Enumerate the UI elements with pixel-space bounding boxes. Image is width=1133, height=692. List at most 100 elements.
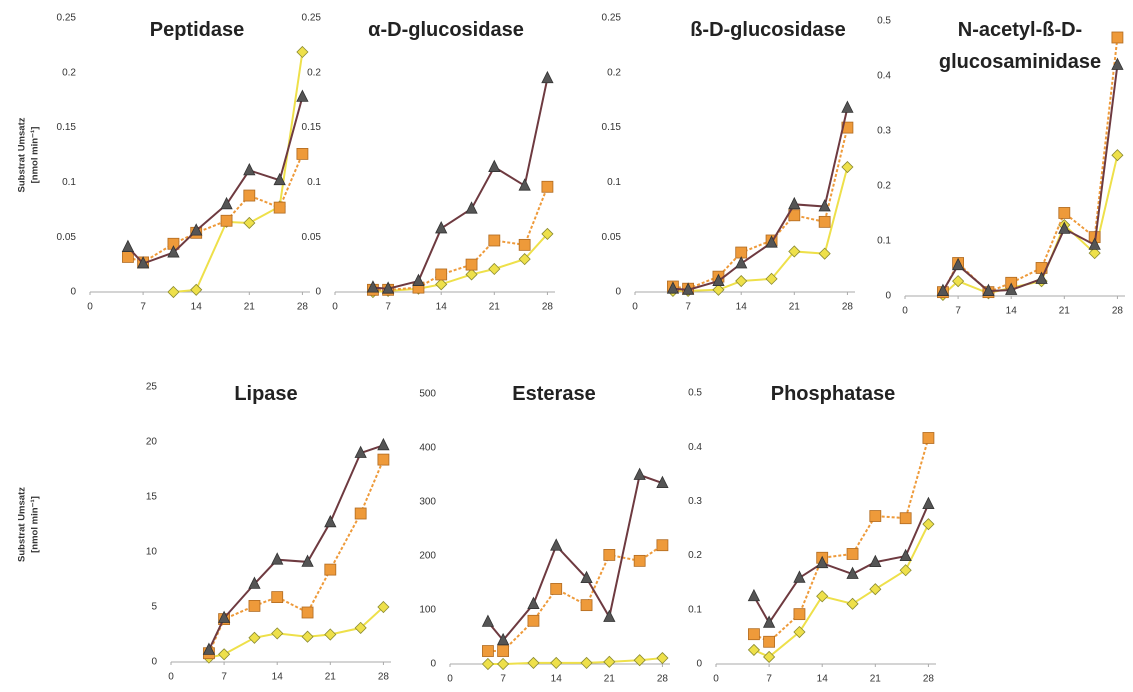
marker (936, 283, 950, 296)
y-tick-label: 0.5 (688, 388, 702, 399)
marker (354, 507, 367, 520)
series-line (372, 78, 549, 290)
marker (271, 627, 284, 640)
series-line (372, 186, 549, 291)
y-tick-label: 0.05 (302, 232, 322, 243)
y-tick-label: 0.5 (877, 16, 891, 27)
marker (762, 615, 776, 628)
marker (497, 657, 510, 671)
marker (899, 564, 912, 577)
marker (550, 538, 563, 551)
marker (122, 251, 134, 263)
marker (248, 631, 261, 644)
marker (488, 234, 501, 247)
chart-title: α-D-glucosidase (368, 19, 524, 41)
y-tick-label: 15 (146, 492, 158, 503)
y-tick-label: 0.15 (602, 122, 622, 133)
marker (951, 257, 965, 271)
marker (793, 570, 806, 583)
marker (324, 514, 337, 528)
x-tick-label: 0 (902, 306, 908, 317)
marker (273, 172, 286, 186)
marker (377, 600, 390, 614)
marker (220, 196, 233, 210)
series-line (753, 503, 930, 625)
y-tick-label: 0.25 (602, 13, 622, 24)
y-tick-label: 0.4 (688, 442, 702, 453)
marker (217, 610, 231, 623)
marker (765, 235, 778, 248)
marker (248, 576, 261, 589)
x-tick-label: 0 (713, 674, 719, 685)
x-tick-label: 14 (191, 302, 203, 313)
marker (1035, 271, 1048, 284)
series-line (753, 523, 930, 659)
series-line (672, 107, 849, 291)
marker (580, 599, 593, 612)
marker (518, 238, 531, 251)
marker (435, 278, 448, 291)
marker (1111, 57, 1124, 70)
marker (869, 554, 882, 568)
y-tick-label: 0 (151, 657, 157, 668)
marker (190, 223, 203, 236)
series-line (753, 437, 930, 643)
series-line (208, 606, 385, 659)
marker (518, 178, 531, 191)
marker (271, 591, 284, 603)
marker (816, 555, 829, 569)
marker (712, 283, 725, 296)
y-tick-label: 400 (419, 443, 436, 454)
marker (846, 566, 859, 579)
y-tick-label: 0.1 (607, 177, 621, 188)
marker (354, 621, 367, 634)
marker (488, 262, 501, 276)
marker (603, 609, 616, 622)
series-line (127, 96, 304, 265)
x-tick-label: 21 (244, 302, 256, 313)
y-tick-label: 5 (151, 602, 157, 613)
x-tick-label: 7 (385, 302, 391, 313)
series-line (208, 459, 385, 654)
marker (712, 273, 725, 286)
y-tick-label: 0.2 (877, 181, 891, 192)
marker (656, 475, 669, 489)
x-tick-label: 14 (436, 302, 448, 313)
y-tick-label: 20 (146, 437, 158, 448)
marker (747, 588, 761, 602)
y-tick-label: 25 (146, 382, 158, 393)
marker (220, 214, 233, 227)
x-tick-label: 7 (955, 306, 961, 317)
marker (354, 445, 367, 458)
marker (603, 655, 616, 668)
y-tick-label: 0 (315, 287, 321, 298)
x-tick-label: 28 (1112, 306, 1124, 317)
y-tick-label: 500 (419, 389, 436, 400)
marker (482, 645, 494, 657)
y-tick-label: 100 (419, 605, 436, 616)
x-tick-label: 28 (542, 302, 554, 313)
marker (497, 645, 510, 657)
y-tick-label: 0 (70, 287, 76, 298)
y-tick-label: 0.05 (57, 232, 77, 243)
y-tick-label: 0.2 (62, 67, 76, 78)
marker (527, 596, 540, 609)
marker (793, 608, 806, 621)
marker (1111, 149, 1124, 162)
marker (1005, 282, 1018, 295)
marker (1058, 207, 1071, 219)
marker (788, 196, 801, 210)
y-tick-label: 0.2 (688, 550, 702, 561)
chart-title: N-acetyl-ß-D-glucosaminidase (938, 19, 1102, 73)
marker (818, 247, 831, 260)
y-tick-label: 0.2 (607, 67, 621, 78)
series-line (487, 473, 663, 642)
marker (869, 510, 882, 522)
series-line (672, 166, 849, 292)
x-tick-label: 0 (447, 674, 453, 685)
marker (580, 570, 593, 584)
marker (136, 256, 150, 269)
marker (841, 100, 854, 113)
